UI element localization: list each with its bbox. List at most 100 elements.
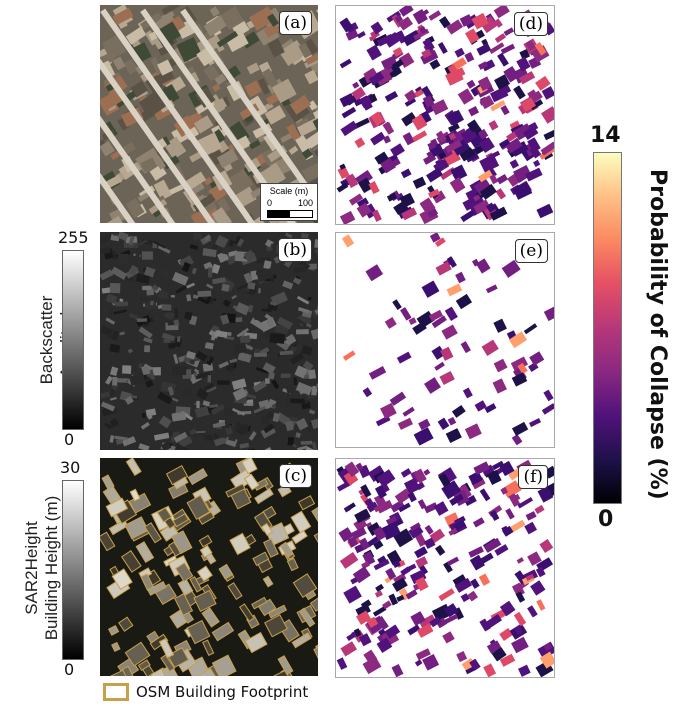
collapse-building: [365, 264, 384, 282]
height-building: [290, 510, 312, 534]
backscatter-patch: [305, 322, 312, 328]
collapse-building: [414, 659, 423, 667]
collapse-building: [484, 614, 502, 629]
collapse-building: [340, 120, 359, 137]
backscatter-patch: [103, 399, 114, 406]
collapse-colorbar-title: Probability of Collapse (%): [645, 169, 670, 500]
backscatter-patch: [178, 436, 193, 449]
backscatter-patch: [233, 342, 248, 355]
backscatter-patch: [310, 418, 318, 430]
backscatter-patch: [194, 406, 210, 418]
collapse-building: [514, 625, 523, 636]
backscatter-patch: [124, 395, 134, 405]
collapse-building: [469, 658, 481, 671]
collapse-building: [345, 173, 359, 189]
aerial-building: [121, 107, 144, 128]
aerial-building: [123, 58, 139, 75]
backscatter-patch: [100, 325, 113, 336]
backscatter-patch: [172, 443, 190, 450]
backscatter-patch: [206, 386, 217, 394]
collapse-building: [465, 126, 478, 140]
height-colorbar-title: SAR2Height Building Height (m): [22, 488, 62, 648]
backscatter-patch: [202, 247, 217, 258]
aerial-building: [153, 154, 166, 170]
collapse-building: [438, 473, 451, 488]
collapse-building: [396, 351, 412, 364]
collapse-building: [398, 16, 413, 31]
collapse-building: [384, 317, 397, 329]
collapse-building: [418, 614, 437, 630]
collapse-building: [366, 616, 379, 629]
aerial-building: [249, 6, 276, 31]
height-building: [147, 580, 167, 596]
collapse-building: [423, 537, 436, 550]
backscatter-patch: [181, 261, 191, 273]
backscatter-patch: [172, 271, 189, 286]
backscatter-patch: [167, 386, 174, 396]
backscatter-patch: [143, 337, 153, 344]
collapse-building: [543, 129, 554, 141]
aerial-building: [137, 192, 150, 203]
collapse-building: [437, 417, 450, 430]
backscatter-patch: [247, 304, 254, 313]
aerial-building: [216, 197, 231, 214]
backscatter-patch: [195, 387, 209, 401]
height-building: [211, 621, 235, 642]
collapse-building: [337, 166, 350, 180]
aerial-building: [239, 103, 260, 120]
collapse-building: [451, 404, 466, 418]
backscatter-patch: [236, 238, 245, 248]
collapse-building: [354, 137, 366, 149]
collapse-building: [400, 168, 412, 179]
collapse-building: [402, 406, 415, 417]
backscatter-patch: [311, 385, 318, 396]
backscatter-patch: [138, 326, 153, 339]
height-building: [129, 488, 141, 502]
backscatter-patch: [261, 308, 272, 312]
backscatter-patch: [107, 333, 116, 339]
collapse-building: [339, 163, 346, 170]
height-building: [199, 545, 213, 558]
backscatter-patch: [170, 294, 175, 298]
collapse-building: [377, 555, 387, 564]
backscatter-tick-min: 0: [64, 430, 75, 449]
height-building: [311, 503, 318, 523]
aerial-building: [286, 123, 301, 141]
collapse-building: [428, 309, 443, 322]
backscatter-patch: [157, 304, 164, 310]
backscatter-patch: [212, 421, 226, 429]
aerial-building: [193, 115, 214, 134]
collapse-map-panel-e: (e): [335, 232, 555, 448]
collapse-building: [525, 573, 535, 581]
aerial-road: [100, 8, 146, 223]
backscatter-patch: [237, 425, 249, 436]
aerial-building: [130, 80, 148, 98]
collapse-building: [477, 76, 493, 91]
collapse-building: [475, 258, 491, 274]
height-building: [298, 607, 316, 628]
backscatter-patch: [289, 352, 305, 365]
collapse-building: [478, 573, 491, 586]
collapse-building: [413, 427, 434, 446]
backscatter-patch: [304, 446, 316, 450]
height-building: [175, 562, 194, 583]
collapse-building: [484, 403, 497, 414]
collapse-building: [339, 58, 352, 69]
height-building: [238, 603, 255, 622]
collapse-building: [342, 350, 356, 361]
collapse-building: [466, 119, 480, 133]
backscatter-patch: [229, 358, 238, 364]
height-building: [101, 474, 115, 490]
collapse-building: [438, 588, 455, 602]
backscatter-patch: [133, 239, 148, 249]
collapse-building: [411, 130, 428, 143]
collapse-building: [431, 345, 446, 360]
collapse-building: [356, 31, 366, 39]
backscatter-patch: [111, 382, 120, 392]
collapse-building: [440, 346, 454, 361]
backscatter-patch: [307, 296, 312, 301]
collapse-building: [398, 6, 414, 17]
collapse-building: [513, 85, 526, 100]
backscatter-patch: [141, 365, 151, 376]
collapse-building: [481, 339, 499, 356]
